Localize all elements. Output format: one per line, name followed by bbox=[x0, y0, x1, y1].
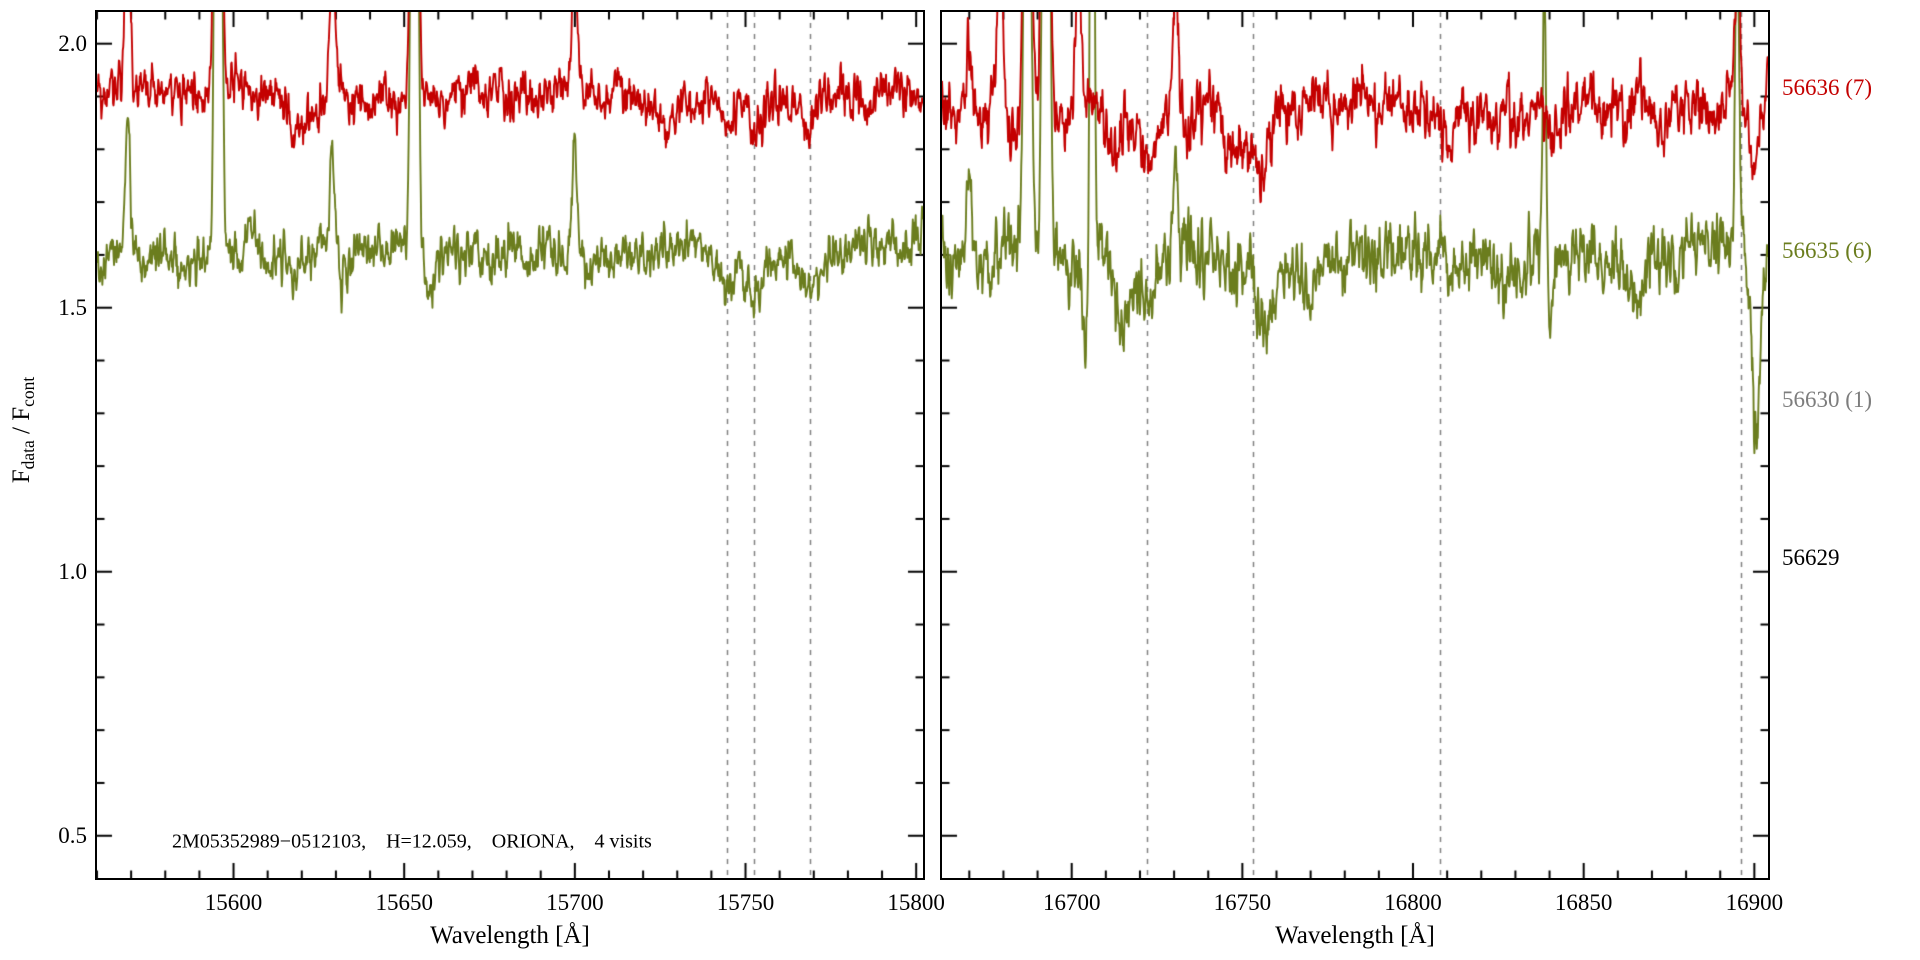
y-tick-label: 1.5 bbox=[58, 294, 87, 320]
y-axis-label-sub-data: data bbox=[17, 440, 38, 470]
y-axis-label-mid: / F bbox=[8, 406, 35, 441]
x-tick-label: 15750 bbox=[716, 890, 775, 915]
y-axis-label-f: F bbox=[8, 469, 35, 484]
x-axis-label-right: Wavelength [Å] bbox=[1275, 922, 1435, 949]
right-panel-canvas bbox=[942, 12, 1768, 878]
visit-label-56629: 56629 bbox=[1782, 545, 1840, 570]
x-tick-label: 15800 bbox=[887, 890, 945, 915]
y-axis-label: Fdata / Fcont bbox=[8, 376, 38, 484]
y-tick-label: 1.0 bbox=[58, 558, 87, 584]
y-tick-label: 0.5 bbox=[58, 822, 87, 848]
x-tick-label: 15700 bbox=[546, 890, 604, 915]
left-panel-canvas bbox=[97, 12, 923, 878]
x-tick-label: 15650 bbox=[375, 890, 433, 915]
x-tick-label: 16850 bbox=[1554, 890, 1613, 915]
right-panel bbox=[940, 10, 1770, 880]
x-tick-label: 16750 bbox=[1213, 890, 1272, 915]
x-axis-label-left: Wavelength [Å] bbox=[430, 922, 590, 949]
x-tick-label: 15600 bbox=[204, 890, 263, 915]
visit-label-56635: 56635 (6) bbox=[1782, 238, 1873, 263]
y-axis-label-sub-cont: cont bbox=[17, 376, 38, 407]
visit-label-56630: 56630 (1) bbox=[1782, 387, 1873, 412]
y-tick-label: 2.0 bbox=[58, 30, 87, 56]
target-annotation: 2M05352989−0512103, H=12.059, ORIONA, 4 … bbox=[172, 830, 652, 853]
visit-label-56636: 56636 (7) bbox=[1782, 75, 1873, 100]
x-tick-label: 16800 bbox=[1384, 890, 1442, 915]
x-tick-label: 16900 bbox=[1725, 890, 1784, 915]
left-panel bbox=[95, 10, 925, 880]
x-tick-label: 16700 bbox=[1042, 890, 1101, 915]
